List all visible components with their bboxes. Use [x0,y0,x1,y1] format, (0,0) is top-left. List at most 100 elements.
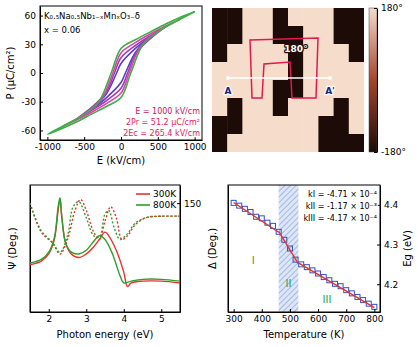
cell [242,8,258,27]
cell [258,26,274,45]
tick-mark [40,44,43,45]
tick: -60 [21,126,43,136]
cell [303,134,319,152]
axis: 4.2 4.3 4.4 [377,186,399,313]
legend-swatch [136,193,150,195]
cell [258,134,274,152]
tick-mark [234,309,235,312]
tick: 4.4 [377,200,399,210]
tick-label: 300 [226,314,243,324]
plot-area [231,185,377,312]
tick: 500 [282,309,299,324]
cell [227,44,243,63]
tick: 3 [84,309,90,324]
profile-line [228,77,330,79]
cell [334,134,350,152]
cell [303,98,319,117]
cell [258,44,274,63]
annotation: kIII = -4.17 × 10⁻⁴ [303,214,377,223]
axis-title: Δ (Deg.) [207,228,218,269]
cell [318,116,334,135]
cell [349,116,364,135]
tick-mark [40,73,43,74]
tick: -1000 [35,137,61,152]
tick: 700 [338,309,355,324]
tick: 0 [119,137,125,152]
profile-end [226,76,230,80]
cell [258,80,274,99]
tick-label: 150 [184,199,201,209]
tick-label: -500 [74,142,95,152]
cell [303,8,319,27]
axis-title: Photon energy (eV) [57,329,154,340]
tick: 180° [374,3,403,13]
tick: 800 [366,309,383,324]
cell [349,134,364,152]
region-label: I [252,255,255,266]
tick-label: 3 [84,314,90,324]
annotation: x = 0.06 [44,25,80,35]
plot-frame [30,185,180,312]
cell [227,26,243,45]
tick-label: 400 [254,314,271,324]
tick-mark [377,245,380,246]
cell [288,80,304,99]
tick-label: 5 [159,314,165,324]
tick-label: 4.3 [384,240,398,250]
tick-mark [377,284,380,285]
tick: 500 [150,137,167,152]
cell [258,116,274,135]
tick-mark [84,137,85,140]
figure: -1000-50005001000-60-3003060E (kV/cm)P (… [0,0,418,347]
tick-label: 30 [25,40,37,50]
cell [273,8,289,27]
tick-label: -1000 [35,142,61,152]
tick: 400 [254,309,271,324]
cell [288,26,304,45]
tick-mark [377,205,380,206]
tick-label: 60 [25,11,37,21]
cell [212,44,228,63]
panel-hysteresis: -1000-50005001000-60-3003060E (kV/cm)P (… [5,6,207,166]
axis-title: Eg (eV) [402,230,413,267]
region-label: III [323,294,332,305]
cell [258,8,274,27]
tick: 4 [121,309,127,324]
plot-area [30,198,180,287]
annotation: E = 1000 kV/cm [135,107,200,116]
annotation: A' [325,86,335,96]
cell [212,26,228,45]
cell [273,116,289,135]
axis-line [228,186,229,313]
tick-label: -30 [21,97,36,107]
cell [242,134,258,152]
cell [242,80,258,99]
axis-line [380,186,381,313]
legend-label: 300K [153,189,177,199]
tick-mark [49,309,50,312]
panel-spectra: 2345150Photon energy (eV)Ψ (Deg.)Δ (Deg.… [7,185,218,340]
tick: 4.2 [377,280,398,290]
cell [242,116,258,135]
axis-title: E (kV/cm) [97,155,146,166]
axis-line [377,9,378,153]
cell [212,62,228,81]
cell [273,98,289,117]
cell [288,116,304,135]
tick: 4.3 [377,240,398,250]
tick-label: -180° [381,147,406,157]
cell [288,8,304,27]
cell [334,98,350,117]
tick-mark [177,203,180,204]
cell [273,80,289,99]
annotation: kII = -1.17 × 10⁻³ [306,202,377,211]
cell [318,134,334,152]
cell [318,26,334,45]
axis-title: Temperature (K) [263,329,345,340]
annotation: kI = -4.71 × 10⁻⁴ [308,190,377,199]
tick: -30 [21,97,43,107]
annotation: 2Pr = 51.2 μC/cm² [126,118,200,127]
tick-label: 0 [30,68,36,78]
cell [212,116,228,135]
cell [227,98,243,117]
